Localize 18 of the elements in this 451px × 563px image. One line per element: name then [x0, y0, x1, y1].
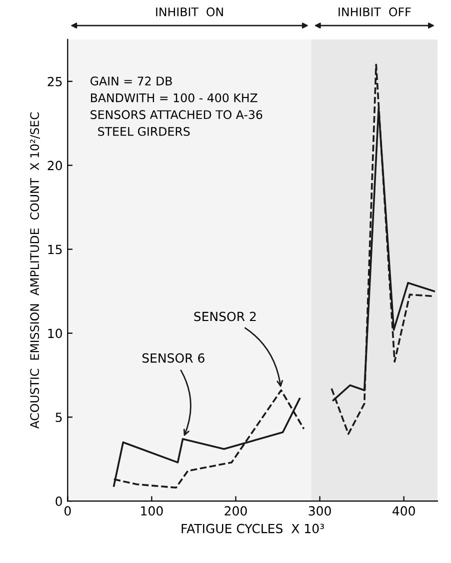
- y-tick-label: 20: [48, 160, 62, 170]
- text: SENSOR 2: [194, 312, 256, 322]
- y-tick-label: 0: [56, 496, 62, 506]
- band-label: INHIBIT ON: [156, 7, 223, 16]
- y-tick-label: 10: [48, 328, 62, 338]
- x-tick-label: 300: [308, 506, 331, 516]
- x-tick-label: 100: [141, 506, 163, 516]
- x-axis-title: FATIGUE CYCLES X 10³: [182, 524, 324, 534]
- x-tick-label: 400: [392, 506, 415, 516]
- y-tick-label: 25: [48, 76, 62, 86]
- x-tick-label: 200: [224, 506, 247, 516]
- y-tick-label: 5: [56, 412, 62, 422]
- band-label: INHIBIT OFF: [338, 7, 411, 16]
- text: SENSOR 6: [142, 353, 204, 363]
- y-tick-label: 15: [48, 244, 62, 254]
- x-tick-label: 0: [64, 506, 71, 516]
- y-axis-title: ACOUSTIC EMISSION AMPLITUDE COUNT X 10²/SEC: [30, 112, 40, 429]
- annotation: GAIN = 72 DB BANDWITH = 100 - 400 KHZ SENSORS ATTACHED TO A-36 STEEL GIRDERS: [90, 76, 262, 136]
